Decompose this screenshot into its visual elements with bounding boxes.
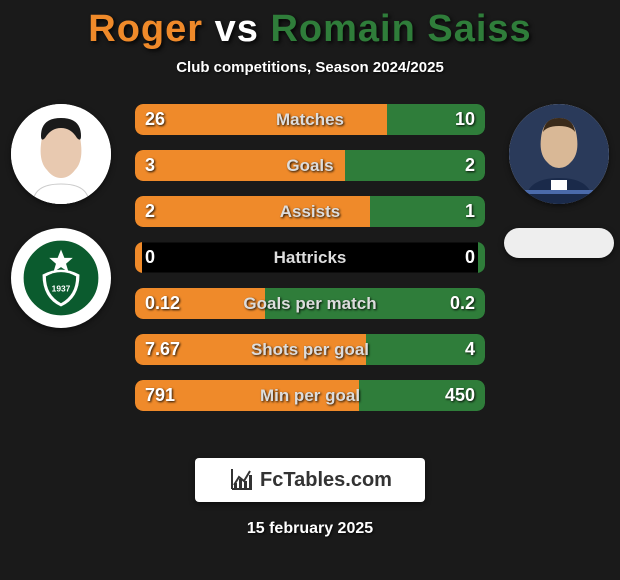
player1-name: Roger [88, 8, 203, 50]
player2-avatar [509, 104, 609, 204]
stat-label: Assists [135, 196, 485, 227]
stat-value-player1: 0.12 [135, 288, 190, 319]
player2-column [504, 104, 614, 258]
stat-label: Goals [135, 150, 485, 181]
stat-value-player1: 791 [135, 380, 185, 411]
stat-row: Min per goal791 450 [135, 380, 485, 411]
stat-label: Min per goal [135, 380, 485, 411]
stat-value-player1: 0 [135, 242, 165, 273]
stat-value-player2: 10 [445, 104, 485, 135]
stat-bars: Matches2610Goals32Assists21Hattricks00Go… [135, 104, 485, 411]
stat-value-player1: 2 [135, 196, 165, 227]
comparison-title: Roger vs Romain Saiss [0, 0, 620, 51]
stat-value-player1: 7.67 [135, 334, 190, 365]
stat-value-player2: 0 [455, 242, 485, 273]
stat-value-player2: 0.2 [440, 288, 485, 319]
brand-badge: FcTables.com [195, 458, 425, 502]
player1-avatar [11, 104, 111, 204]
stat-value-player1: 26 [135, 104, 175, 135]
stat-row: Assists2 1 [135, 196, 485, 227]
subtitle: Club competitions, Season 2024/2025 [0, 59, 620, 76]
comparison-body: 1937 Matches2610Goals32Assists21Hattrick… [0, 104, 620, 434]
player1-column: 1937 [6, 104, 116, 328]
stat-label: Matches [135, 104, 485, 135]
stat-row: Hattricks0 0 [135, 242, 485, 273]
stat-row: Matches26 10 [135, 104, 485, 135]
stat-value-player2: 4 [455, 334, 485, 365]
date: 15 february 2025 [0, 520, 620, 538]
stat-row: Shots per goal7.674 [135, 334, 485, 365]
stat-value-player2: 1 [455, 196, 485, 227]
player2-club-badge [504, 228, 614, 258]
stat-value-player2: 450 [435, 380, 485, 411]
stat-label: Hattricks [135, 242, 485, 273]
stat-row: Goals3 2 [135, 150, 485, 181]
stat-row: Goals per match0.120.2 [135, 288, 485, 319]
svg-text:1937: 1937 [52, 283, 71, 293]
vs-label: vs [215, 8, 259, 50]
player2-name: Romain Saiss [270, 8, 531, 50]
brand-logo-icon [228, 467, 254, 493]
brand-text: FcTables.com [260, 469, 392, 492]
stat-value-player2: 2 [455, 150, 485, 181]
stat-value-player1: 3 [135, 150, 165, 181]
player1-club-badge: 1937 [11, 228, 111, 328]
